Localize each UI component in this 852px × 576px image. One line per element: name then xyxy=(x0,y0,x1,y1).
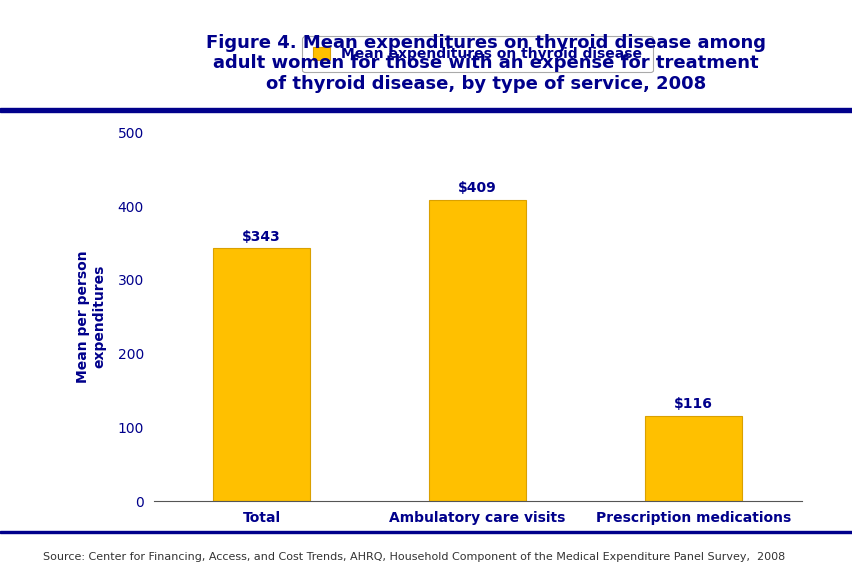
Bar xyxy=(429,199,526,501)
Text: Figure 4. Mean expenditures on thyroid disease among
adult women for those with : Figure 4. Mean expenditures on thyroid d… xyxy=(206,33,765,93)
Text: Source: Center for Financing, Access, and Cost Trends, AHRQ, Household Component: Source: Center for Financing, Access, an… xyxy=(43,552,784,562)
Y-axis label: Mean per person
expenditures: Mean per person expenditures xyxy=(76,251,106,383)
Bar xyxy=(213,248,310,501)
Bar xyxy=(644,416,741,501)
Text: $116: $116 xyxy=(674,397,712,411)
Text: $409: $409 xyxy=(458,181,497,195)
Legend: Mean expenditures on thyroid disease: Mean expenditures on thyroid disease xyxy=(302,36,653,73)
Text: $343: $343 xyxy=(242,230,280,244)
